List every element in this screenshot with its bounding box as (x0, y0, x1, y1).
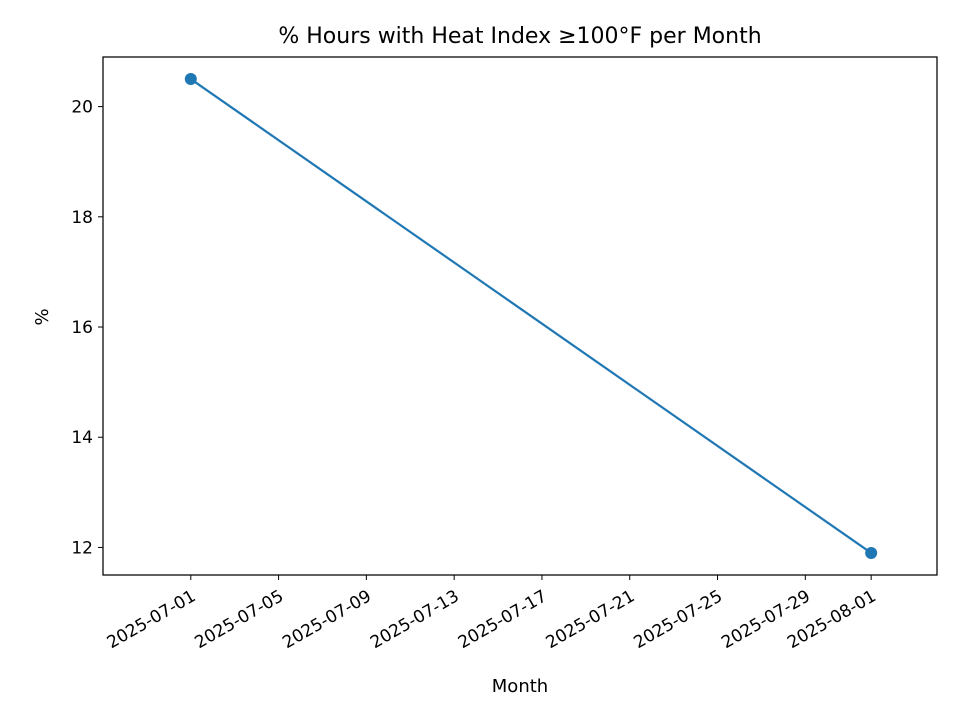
x-axis-label: Month (492, 676, 548, 697)
y-tick-label: 18 (71, 208, 93, 228)
plot-area (184, 73, 878, 559)
chart-title: % Hours with Heat Index ≥100°F per Month (278, 24, 761, 49)
data-point (184, 73, 197, 86)
y-axis: 12 14 16 18 20 (71, 98, 103, 558)
y-tick-label: 20 (71, 98, 93, 118)
plot-frame (102, 56, 938, 576)
series-line (190, 78, 872, 554)
y-axis-label: % (32, 308, 53, 325)
y-tick-label: 12 (71, 538, 93, 558)
y-tick-label: 14 (71, 428, 93, 448)
data-point (865, 546, 878, 559)
y-tick-label: 16 (71, 318, 93, 338)
